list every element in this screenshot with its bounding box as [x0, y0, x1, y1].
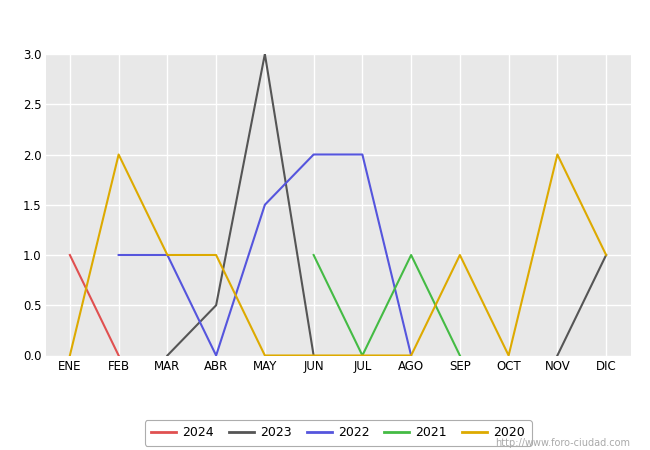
Text: http://www.foro-ciudad.com: http://www.foro-ciudad.com: [495, 438, 630, 448]
Text: Matriculaciones de Vehiculos en Briñas: Matriculaciones de Vehiculos en Briñas: [163, 11, 487, 29]
Legend: 2024, 2023, 2022, 2021, 2020: 2024, 2023, 2022, 2021, 2020: [144, 420, 532, 446]
